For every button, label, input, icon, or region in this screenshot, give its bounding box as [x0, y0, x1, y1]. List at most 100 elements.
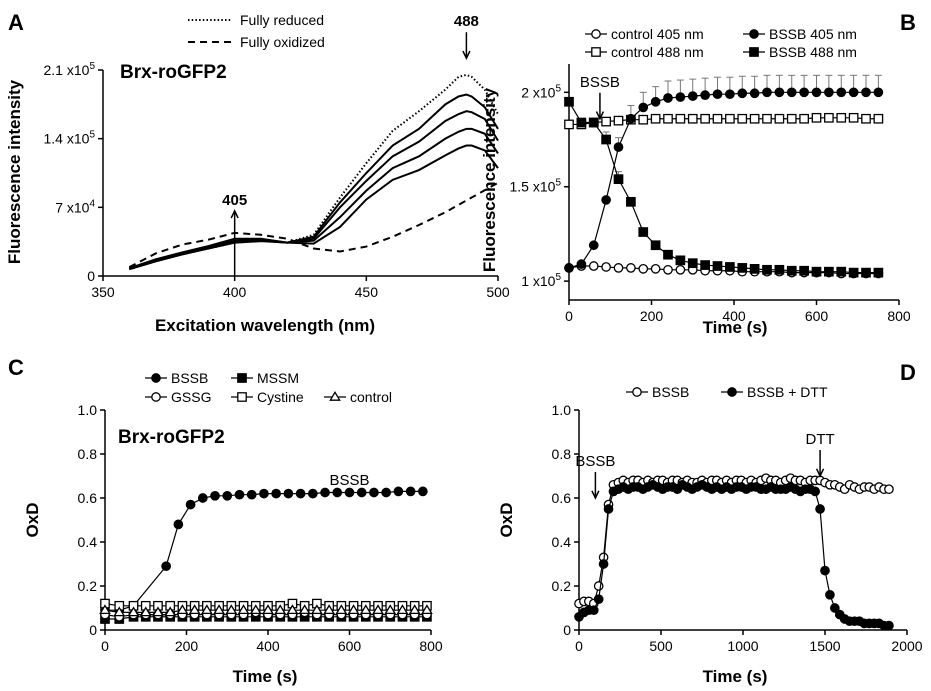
panel-c: C 0 200 400 600 800 0 0.2 0.4 0.6 0.8 1.0 Time (s) Ox… — [8, 355, 443, 686]
data-point — [663, 249, 673, 260]
data-point — [601, 262, 611, 272]
legend-marker — [727, 387, 737, 397]
data-point — [613, 142, 624, 152]
data-point — [873, 113, 884, 124]
data-point — [725, 262, 735, 272]
data-point — [262, 604, 274, 615]
legend-mssm: MSSM — [231, 370, 299, 386]
legend-panel-c: BSSB MSSM GSSG Cystine control — [145, 370, 392, 405]
data-point — [638, 114, 649, 125]
x-tick-label: 600 — [338, 638, 362, 654]
data-point — [564, 96, 574, 107]
data-point — [210, 490, 220, 501]
x-axis-title: Time (s) — [703, 667, 768, 686]
data-point — [249, 604, 262, 615]
data-point — [188, 604, 201, 615]
data-point — [873, 267, 884, 278]
x-axis-title: Excitation wavelength (nm) — [155, 316, 375, 335]
data-point — [588, 117, 599, 128]
x-tick-label: 350 — [91, 284, 115, 300]
data-point — [576, 117, 587, 128]
data-point — [381, 487, 392, 498]
series-5 — [128, 181, 499, 269]
legend-d-bssb-dtt: BSSB + DTT — [721, 384, 828, 400]
chart-title: Brx-roGFP2 — [120, 62, 227, 83]
legend-marker — [329, 391, 341, 401]
annotation-text: 405 — [222, 192, 247, 209]
series-line — [129, 73, 499, 271]
data-point — [638, 102, 649, 113]
legend-panel-b: control 405 nm control 488 nm BSSB 405 nm B… — [585, 26, 857, 60]
data-point — [884, 484, 894, 495]
legend-label: MSSM — [257, 370, 299, 386]
data-point — [749, 263, 760, 274]
data-point — [161, 561, 171, 572]
series-control-405-nm — [564, 261, 884, 279]
series-line — [129, 144, 499, 270]
y-tick-label: 1.4 x105 — [44, 130, 96, 147]
data-point — [225, 604, 238, 615]
y-axis-title: Fluorescence intensity — [5, 79, 24, 264]
data-point — [650, 240, 661, 251]
data-point — [421, 604, 433, 615]
data-point — [749, 113, 760, 124]
data-point — [848, 112, 859, 123]
data-point — [307, 488, 318, 499]
series-line — [568, 101, 879, 274]
x-tick-label: 600 — [805, 308, 829, 324]
data-point — [799, 87, 809, 98]
data-point — [712, 89, 723, 100]
data-point — [848, 87, 859, 98]
data-point — [588, 605, 599, 616]
x-tick-label: 2000 — [891, 638, 922, 654]
panel-a: A 350 400 450 500 0 7 x104 1.4 x105 2.1 x105 Exci… — [5, 10, 510, 335]
y-tick-label: 0 — [87, 268, 95, 284]
series-line — [578, 477, 889, 605]
y-tick-label: 0.6 — [78, 490, 98, 506]
y-tick-label: 1 x105 — [521, 272, 561, 289]
legend-marker — [237, 373, 247, 383]
data-point — [384, 604, 397, 615]
series-0 — [129, 73, 499, 271]
data-point — [113, 606, 126, 617]
data-point — [700, 90, 710, 101]
legend-label: control — [350, 389, 392, 405]
series-3 — [129, 127, 499, 270]
data-point — [675, 113, 686, 124]
annotation-text: 488 — [454, 13, 479, 30]
data-point — [700, 260, 710, 270]
data-point — [259, 488, 269, 499]
data-point — [774, 264, 785, 275]
annotation-text: BSSB — [575, 453, 615, 470]
data-point — [687, 91, 698, 101]
data-point — [861, 267, 871, 278]
data-point — [417, 486, 428, 497]
y-axis-title: Fluorescence intensity — [480, 87, 499, 272]
series-line — [129, 127, 499, 270]
data-point — [271, 488, 281, 499]
data-point — [246, 489, 257, 500]
x-tick-label: 0 — [101, 638, 109, 654]
x-axis-title: Time (s) — [233, 667, 298, 686]
y-tick-label: 2.1 x105 — [44, 61, 96, 78]
data-point — [601, 195, 611, 205]
data-point — [613, 174, 624, 185]
y-tick-label: 1.0 — [78, 402, 98, 418]
data-point — [213, 604, 225, 615]
legend-control-488: control 488 nm — [585, 44, 704, 60]
legend-panel-d: BSSB BSSB + DTT — [626, 384, 828, 400]
data-point — [295, 488, 306, 499]
x-tick-label: 1000 — [727, 638, 758, 654]
x-tick-label: 500 — [486, 284, 510, 300]
series-line — [128, 181, 499, 269]
legend-cystine: Cystine — [231, 389, 304, 405]
data-point — [700, 113, 710, 124]
data-point — [836, 87, 847, 98]
data-point — [234, 489, 245, 500]
series-line — [129, 110, 499, 271]
data-point — [601, 134, 611, 145]
data-point — [638, 263, 649, 274]
data-point — [576, 259, 587, 269]
data-point — [824, 266, 834, 277]
data-point — [811, 112, 822, 123]
